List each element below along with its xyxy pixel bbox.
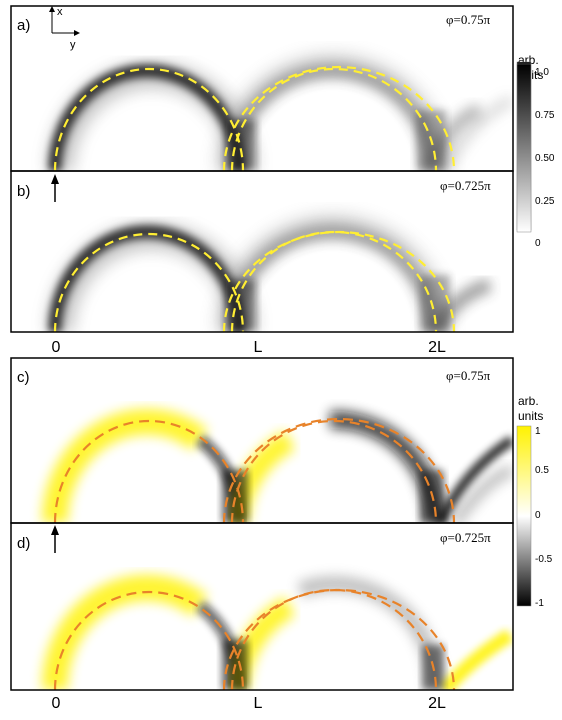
phase-label-d: φ=0.725π	[440, 530, 491, 545]
panel-d: d) φ=0.725π	[10, 522, 514, 691]
source-arrow-icon-top	[51, 174, 59, 202]
dashed-arc-a3	[222, 65, 456, 171]
colorbar-top-swatch	[516, 63, 532, 233]
colorbar-top-tick-0: 0	[535, 238, 541, 249]
colorbar-bottom-tick-neg1: -1	[535, 598, 544, 609]
panel-label-a: a)	[17, 17, 30, 34]
panel-c: c) φ=0.75π	[10, 357, 514, 524]
colorbar-bottom-tick-neg05: -0.5	[535, 554, 553, 565]
axis-x-label: x	[57, 6, 63, 18]
source-arrow-icon-bottom	[51, 525, 59, 553]
colorbar-top-tick-075: 0.75	[535, 110, 555, 121]
panel-b: b) φ=0.725π	[10, 170, 514, 333]
phase-label-a: φ=0.75π	[446, 12, 491, 27]
dashed-arc-b3	[222, 230, 456, 332]
phase-label-c: φ=0.75π	[446, 368, 491, 383]
panel-label-d: d)	[17, 535, 30, 552]
panel-a: a) φ=0.75π x y	[10, 5, 514, 172]
x-tick-top-0: 0	[52, 339, 61, 356]
colorbar-top-tick-050: 0.50	[535, 153, 555, 164]
colorbar-bottom-tick-1: 1	[535, 426, 541, 437]
dashed-arc-c3	[222, 417, 456, 523]
heatmap-a	[47, 53, 513, 171]
heatmap-b	[47, 214, 493, 332]
colorbar-yellow-black: arb. units 1 0.5 0 -0.5 -1	[516, 394, 553, 609]
dashed-arc-b2	[230, 230, 438, 332]
dashed-arc-b1	[53, 232, 245, 332]
colorbar-bottom-title-1: arb.	[518, 394, 539, 408]
x-tick-bottom-2L: 2L	[428, 695, 446, 712]
colorbar-top-tick-025: 0.25	[535, 196, 555, 207]
heatmap-d	[41, 574, 513, 690]
x-tick-top-L: L	[254, 339, 263, 356]
colorbar-bottom-tick-0: 0	[535, 510, 541, 521]
phase-label-b: φ=0.725π	[440, 178, 491, 193]
x-tick-top-2L: 2L	[428, 339, 446, 356]
axis-y-label: y	[70, 39, 76, 51]
x-tick-bottom-0: 0	[52, 695, 61, 712]
colorbar-bottom-tick-05: 0.5	[535, 465, 549, 476]
coordinate-axes-icon: x y	[49, 6, 80, 51]
colorbar-bottom-title-2: units	[518, 409, 543, 423]
dashed-arc-a1	[53, 67, 245, 171]
dashed-arc-d1	[53, 590, 245, 690]
colorbar-bottom-swatch	[516, 425, 532, 607]
dashed-arc-c1	[53, 419, 245, 523]
dashed-arc-d3	[222, 588, 456, 690]
heatmap-c	[41, 408, 513, 523]
panel-label-b: b)	[17, 183, 30, 200]
dashed-arc-a2	[230, 67, 438, 171]
colorbar-grayscale: arb. units 1.0 0.75 0.50 0.25 0	[516, 53, 555, 249]
x-tick-bottom-L: L	[254, 695, 263, 712]
colorbar-top-tick-1: 1.0	[535, 67, 549, 78]
panel-label-c: c)	[17, 369, 30, 386]
